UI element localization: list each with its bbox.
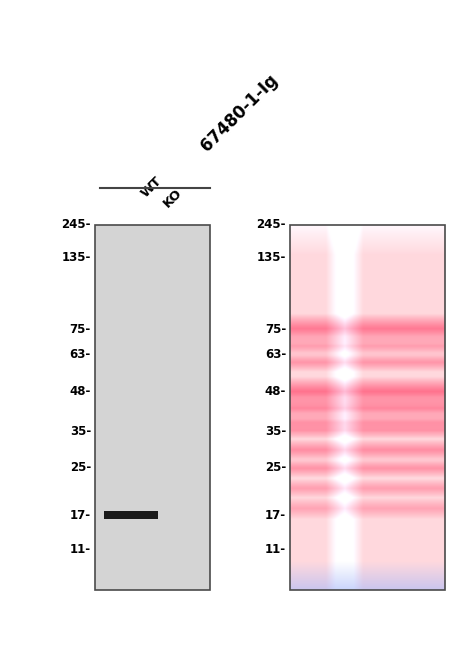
Text: 75-: 75- [70,322,91,335]
Bar [104,511,158,519]
Text: 48-: 48- [70,385,91,398]
Text: 63-: 63- [265,348,286,361]
Text: 135-: 135- [257,252,286,265]
Text: 25-: 25- [265,462,286,474]
Text: 135-: 135- [62,252,91,265]
Text: 17-: 17- [265,509,286,522]
Text: 245-: 245- [256,218,286,231]
Text: WT: WT [139,174,165,200]
Text: 48-: 48- [264,385,286,398]
Text: 11-: 11- [265,543,286,556]
Text: 35-: 35- [70,424,91,437]
Text: 63-: 63- [70,348,91,361]
Text: 67480-1-Ig: 67480-1-Ig [197,71,282,155]
Text: 11-: 11- [70,543,91,556]
Bar [95,225,210,590]
Text: KO: KO [161,186,185,210]
Text: 35-: 35- [265,424,286,437]
Text: 245-: 245- [62,218,91,231]
Bar [290,225,445,590]
Text: 25-: 25- [70,462,91,474]
Text: 75-: 75- [265,322,286,335]
Text: 17-: 17- [70,509,91,522]
